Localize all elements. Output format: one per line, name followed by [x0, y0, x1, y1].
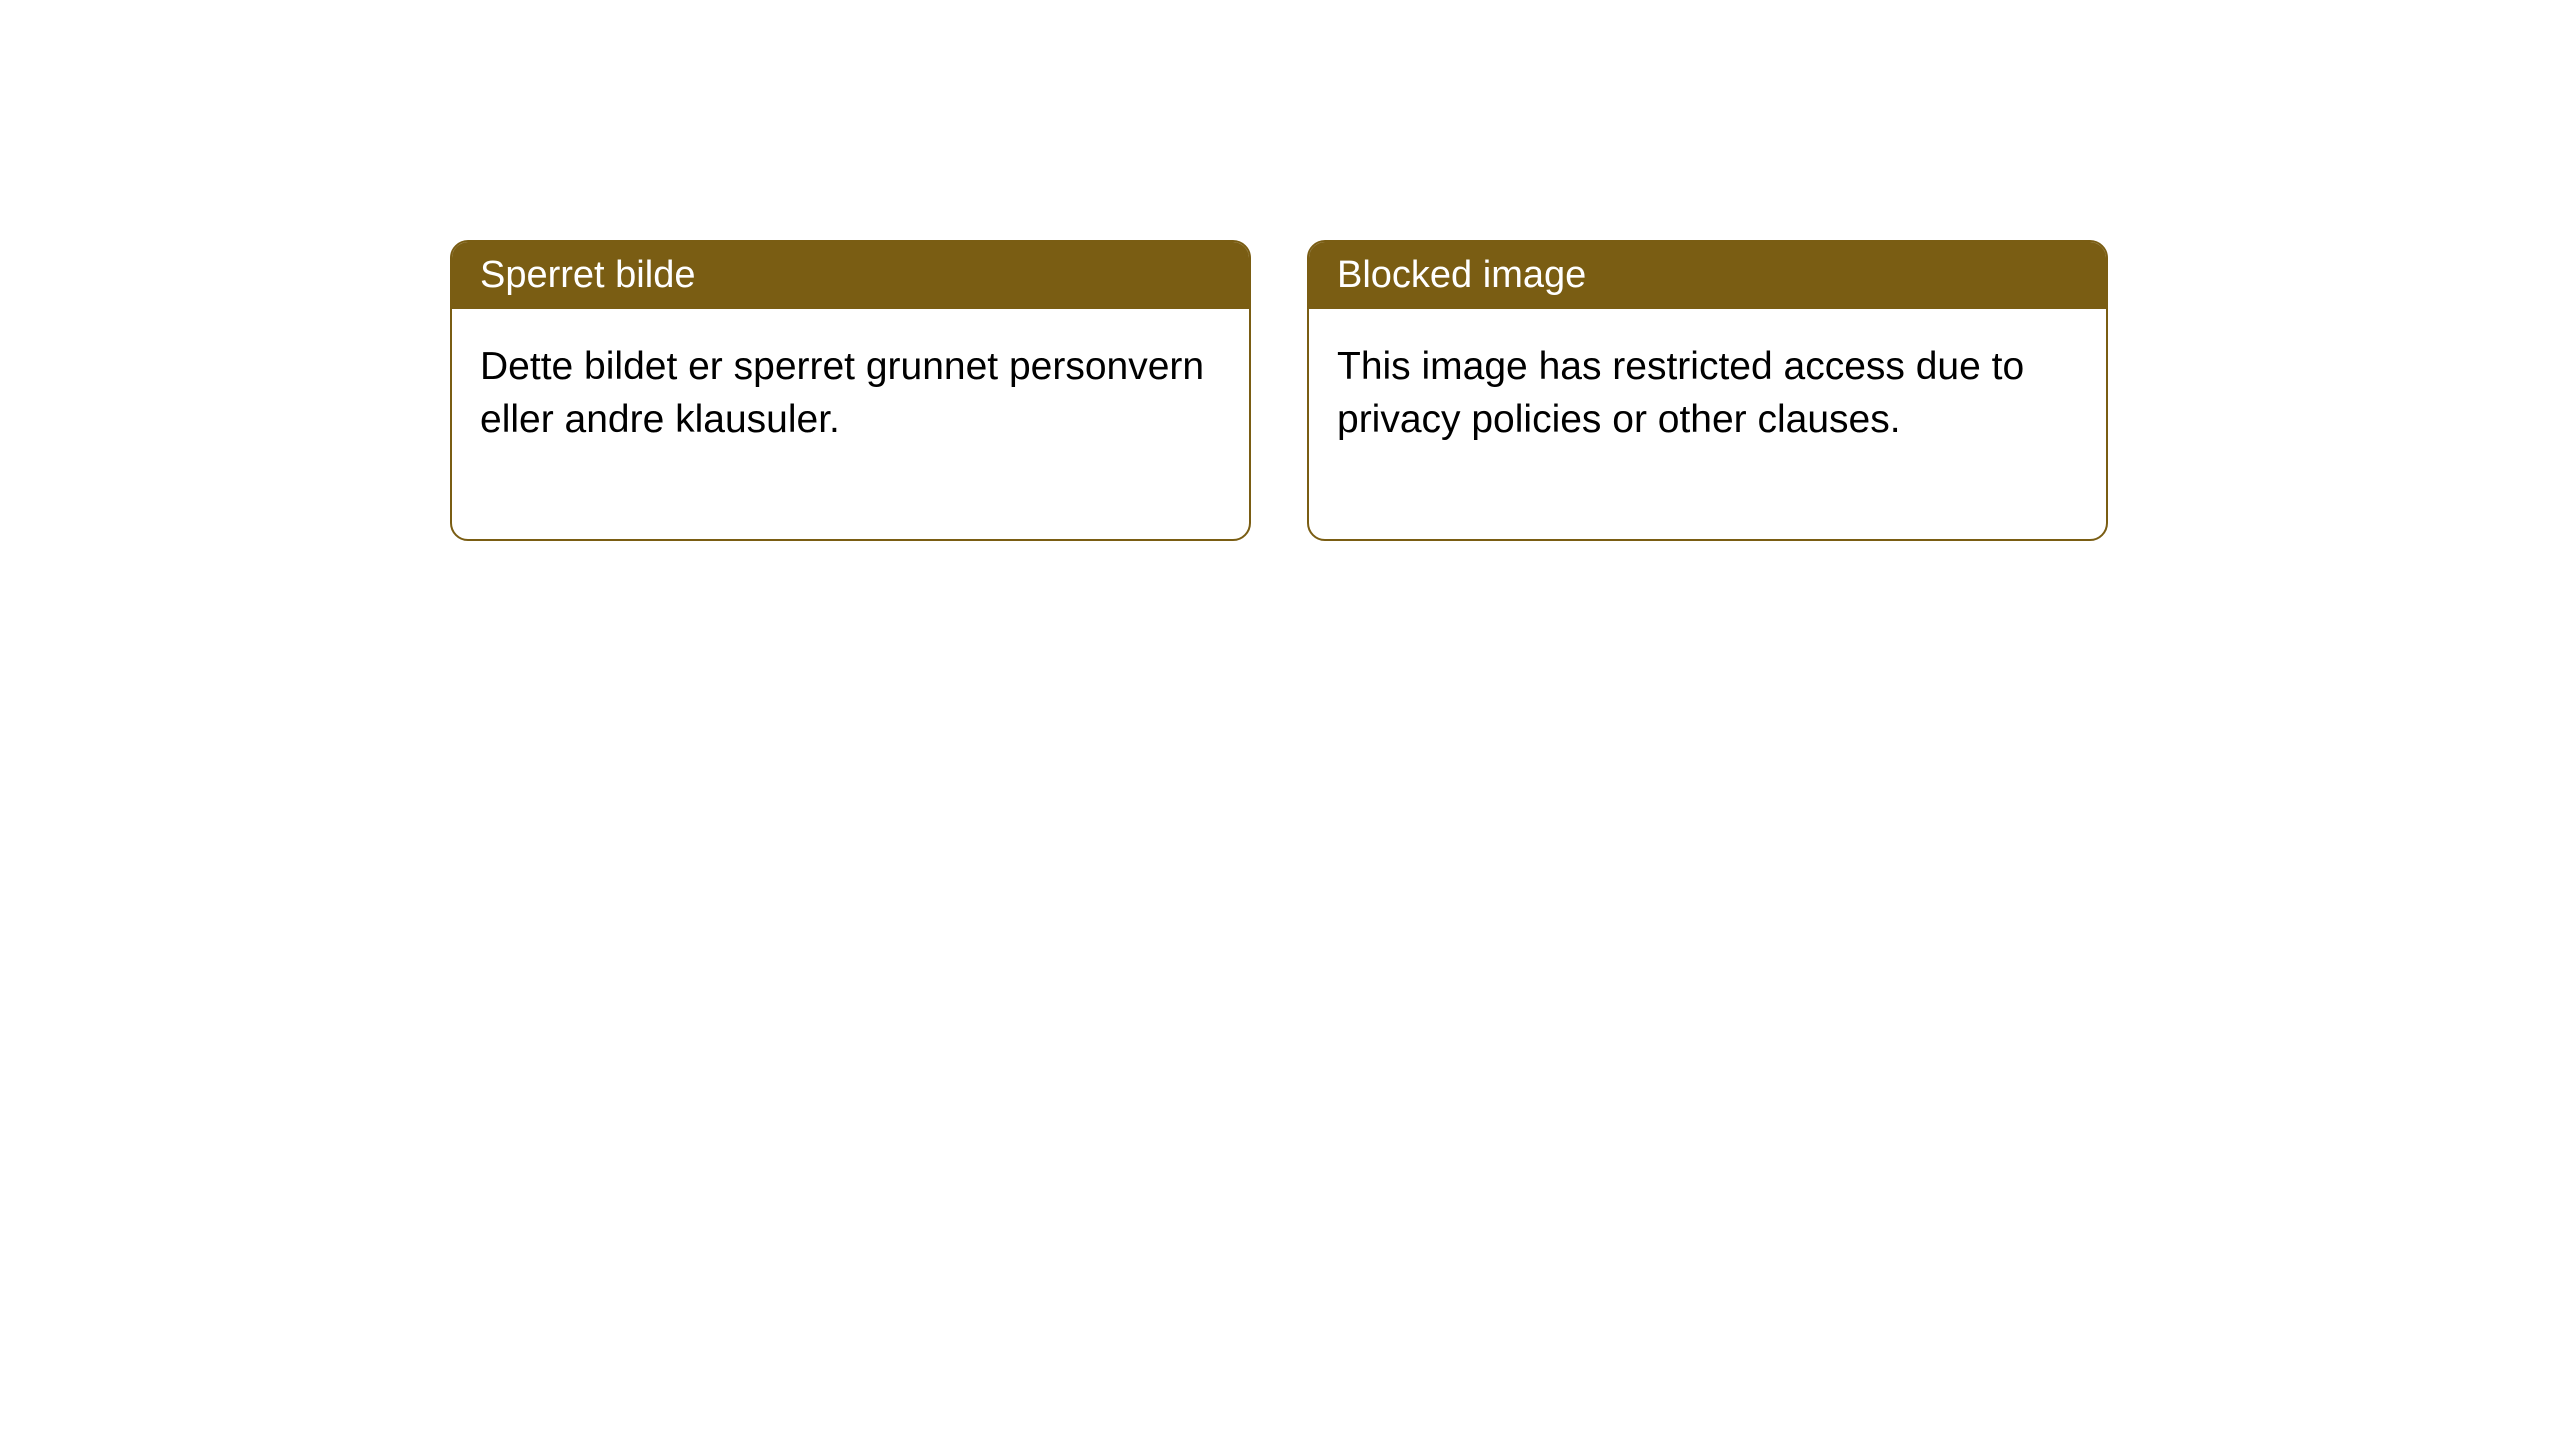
notice-card-header: Blocked image	[1309, 242, 2106, 309]
notice-card-header: Sperret bilde	[452, 242, 1249, 309]
notice-title: Blocked image	[1337, 254, 1586, 296]
notice-container: Sperret bilde Dette bildet er sperret gr…	[450, 240, 2108, 541]
notice-card-body: Dette bildet er sperret grunnet personve…	[452, 309, 1249, 539]
notice-title: Sperret bilde	[480, 254, 695, 296]
notice-body-text: This image has restricted access due to …	[1337, 345, 2024, 441]
notice-card-english: Blocked image This image has restricted …	[1307, 240, 2108, 541]
notice-card-body: This image has restricted access due to …	[1309, 309, 2106, 539]
notice-card-norwegian: Sperret bilde Dette bildet er sperret gr…	[450, 240, 1251, 541]
notice-body-text: Dette bildet er sperret grunnet personve…	[480, 345, 1204, 441]
